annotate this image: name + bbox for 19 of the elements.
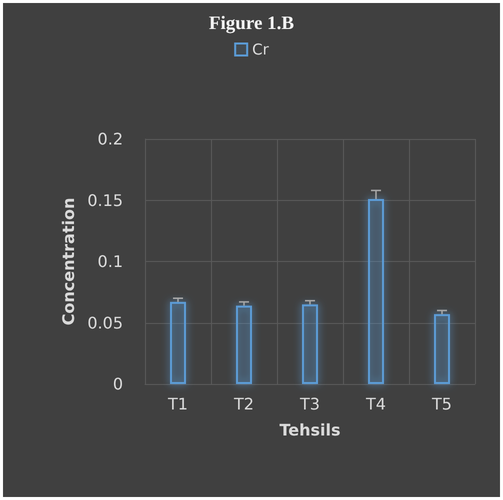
x-tick-label: T5 [431,394,452,414]
bar [434,314,450,384]
bar [236,306,252,384]
x-axis-title: Tehsils [279,420,341,440]
y-tick-label: 0.05 [87,313,123,332]
y-tick-label: 0.15 [87,190,123,210]
legend-label: Cr [252,40,270,58]
x-tick-label: T3 [299,394,320,414]
bar [170,302,186,384]
y-axis-title: Concentration [58,198,78,326]
x-tick-label: T4 [365,394,386,414]
chart-title: Figure 1.B [208,13,294,34]
bar [368,199,384,384]
y-tick-label: 0.2 [98,130,123,148]
y-tick-label: 0 [112,374,123,394]
bar [302,304,318,384]
x-tick-label: T1 [167,394,188,414]
y-tick-label: 0.1 [98,252,123,271]
x-tick-label: T2 [233,394,254,414]
